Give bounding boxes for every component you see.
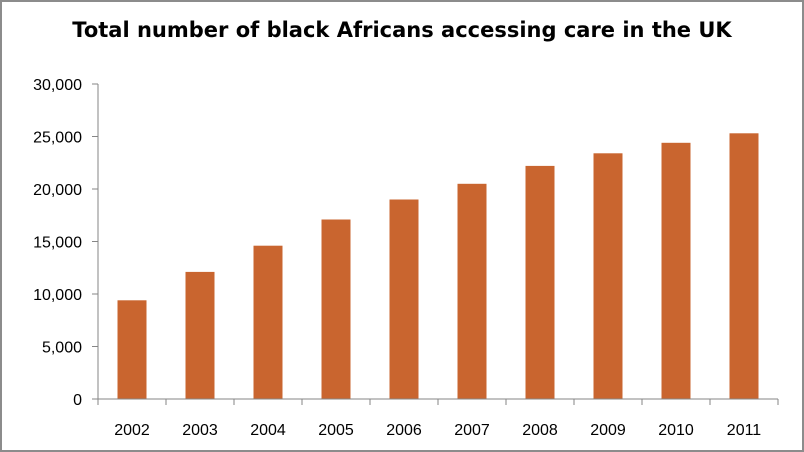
x-tick-label: 2011 [727,422,762,439]
bar-2009 [593,153,623,399]
bar-2003 [185,271,215,399]
x-tick-label: 2003 [182,422,218,439]
bar-2011 [729,133,759,400]
bar-2005 [321,219,351,399]
chart-title: Total number of black Africans accessing… [72,18,732,42]
bar-2006 [389,199,419,399]
y-tick-label: 15,000 [33,235,82,252]
x-tick-label: 2002 [114,422,150,439]
bar-2010 [661,142,691,400]
x-tick-label: 2008 [522,422,558,439]
x-tick-label: 2004 [250,422,286,439]
bar-2004 [253,245,283,399]
x-tick-label: 2010 [658,422,694,439]
bar-2008 [525,165,555,399]
bar-2007 [457,183,487,400]
y-tick-label: 5,000 [42,340,82,357]
x-tick-label: 2006 [386,422,422,439]
y-tick-label: 30,000 [33,77,82,94]
y-tick-label: 25,000 [33,130,82,147]
x-tick-label: 2005 [318,422,354,439]
y-tick-label: 10,000 [33,287,82,304]
bar-2002 [117,300,147,399]
y-tick-label: 0 [73,392,82,409]
y-tick-label: 20,000 [33,182,82,199]
x-tick-label: 2009 [590,422,626,439]
x-tick-label: 2007 [454,422,490,439]
